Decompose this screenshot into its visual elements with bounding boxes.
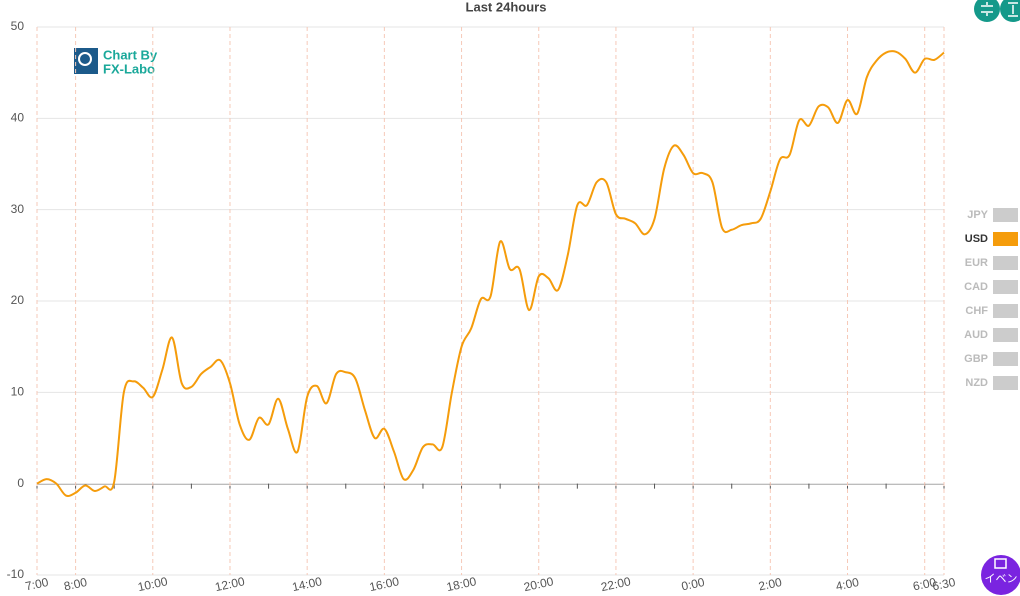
legend-label: USD xyxy=(965,233,988,245)
legend-label: NZD xyxy=(965,377,988,389)
x-tick-label: 4:00 xyxy=(834,575,860,594)
x-tick-label: 12:00 xyxy=(214,574,247,594)
legend-swatch xyxy=(993,232,1018,246)
logo: Chart By FX-Labo xyxy=(74,47,158,76)
x-tick-label: 16:00 xyxy=(368,574,401,594)
line xyxy=(36,50,945,497)
y-tick-label: 40 xyxy=(11,111,25,125)
event-button[interactable] xyxy=(981,555,1020,595)
icon xyxy=(1008,2,1018,17)
legend-label: AUD xyxy=(964,329,988,341)
x-tick-label: 20:00 xyxy=(522,574,555,594)
zoom-button[interactable] xyxy=(974,0,1000,22)
legend-label: GBP xyxy=(964,353,988,365)
icon xyxy=(994,558,1007,569)
y-tick-label: 10 xyxy=(11,385,25,399)
x-tick-label: 2:00 xyxy=(757,575,783,594)
legend-label: CAD xyxy=(964,281,988,293)
legend-swatch xyxy=(993,376,1018,390)
legend-swatch xyxy=(993,280,1018,294)
legend-label: CHF xyxy=(965,305,988,317)
legend-swatch xyxy=(993,352,1018,366)
logo-icon xyxy=(78,52,92,66)
x-tick-label: 8:00 xyxy=(63,575,89,594)
x-tick-label: 14:00 xyxy=(291,574,324,594)
chart-title: Last 24hours xyxy=(466,0,547,14)
x-tick-label: 6:30 xyxy=(931,575,957,594)
legend-swatch xyxy=(993,256,1018,270)
icon xyxy=(981,2,993,16)
logo-text: FX-Labo xyxy=(103,61,155,76)
logo-text: Chart By xyxy=(103,47,158,62)
x-tick-label: 22:00 xyxy=(600,574,633,594)
x-tick-label: 10:00 xyxy=(136,574,169,594)
y-tick-label: -10 xyxy=(7,567,25,581)
legend-label: EUR xyxy=(965,257,988,269)
legend-swatch xyxy=(993,328,1018,342)
x-tick-label: 18:00 xyxy=(445,574,478,594)
y-tick-label: 50 xyxy=(11,19,25,33)
x-tick-label: 0:00 xyxy=(680,575,706,594)
legend-label: JPY xyxy=(967,209,988,221)
x-tick-label: 7:00 xyxy=(24,575,50,594)
y-tick-label: 20 xyxy=(11,293,25,307)
logo-icon xyxy=(74,48,98,74)
legend-swatch xyxy=(993,304,1018,318)
y-tick-label: 0 xyxy=(17,476,24,490)
event-button-label: イベン xyxy=(985,573,1018,585)
legend-swatch xyxy=(993,208,1018,222)
y-tick-label: 30 xyxy=(11,202,25,216)
x-tick-label: 6:00 xyxy=(912,575,938,594)
